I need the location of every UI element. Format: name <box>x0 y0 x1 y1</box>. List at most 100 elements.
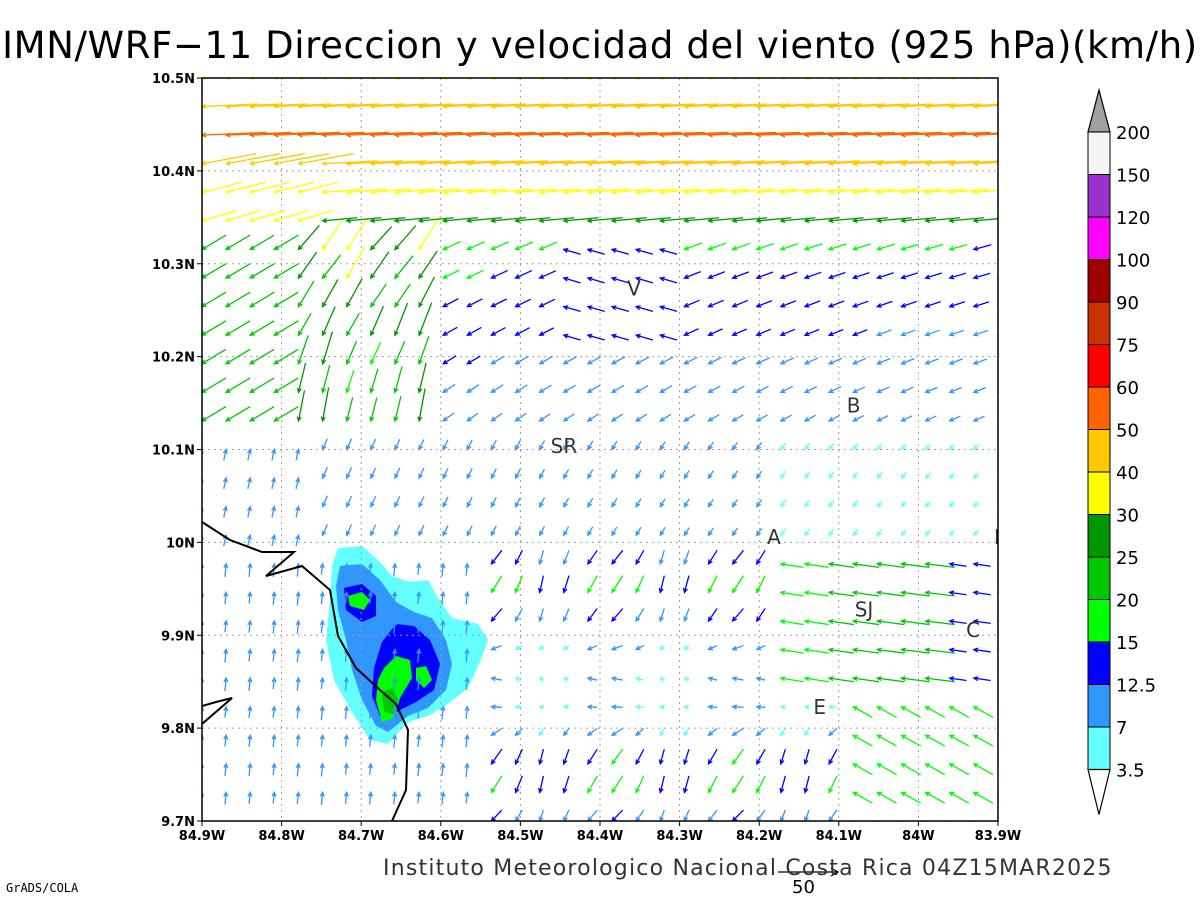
wind-arrow <box>634 676 644 682</box>
wind-arrow <box>321 306 336 337</box>
wind-arrow <box>440 790 446 805</box>
wind-arrow <box>900 471 907 480</box>
wind-arrow <box>996 763 998 765</box>
wind-arrow <box>319 648 325 662</box>
wind-arrow <box>514 355 529 365</box>
wind-arrow <box>271 448 277 461</box>
wind-arrow <box>370 495 377 509</box>
legend-label: 40 <box>1116 463 1139 484</box>
wind-arrow <box>707 188 750 195</box>
wind-arrow <box>827 78 841 81</box>
place-label: C <box>966 618 980 642</box>
wind-arrow <box>272 181 315 194</box>
wind-arrow <box>345 188 388 195</box>
wind-arrow <box>248 209 285 223</box>
wind-arrow <box>996 563 998 565</box>
wind-arrow <box>224 348 251 365</box>
wind-arrow <box>851 590 880 597</box>
wind-arrow <box>610 356 626 365</box>
wind-arrow <box>658 775 665 794</box>
wind-arrow <box>803 676 829 683</box>
wind-arrow <box>418 215 441 251</box>
wind-arrow <box>659 728 665 737</box>
legend-swatch <box>1087 131 1111 175</box>
wind-arrow <box>538 327 555 336</box>
wind-arrow <box>827 271 846 280</box>
wind-arrow <box>514 440 521 451</box>
wind-arrow <box>851 188 894 195</box>
wind-arrow <box>755 676 766 682</box>
wind-arrow <box>948 217 985 224</box>
wind-arrow <box>996 191 998 194</box>
wind-arrow <box>634 160 693 167</box>
wind-arrow <box>707 271 726 280</box>
wind-arrow <box>271 762 277 776</box>
wind-arrow <box>222 448 228 461</box>
wind-arrow <box>900 329 916 337</box>
wind-arrow <box>611 608 624 623</box>
wind-arrow <box>779 328 796 337</box>
wind-arrow <box>440 676 446 692</box>
wind-arrow <box>779 78 793 81</box>
wind-arrow <box>635 526 642 537</box>
wind-arrow <box>875 647 905 654</box>
wind-arrow <box>948 415 961 422</box>
wind-arrow <box>683 356 698 365</box>
wind-arrow <box>924 415 937 422</box>
wind-arrow <box>202 733 205 742</box>
wind-arrow <box>803 704 810 710</box>
wind-arrow <box>586 704 598 710</box>
wind-arrow <box>804 442 811 451</box>
wind-arrow <box>731 809 744 821</box>
wind-arrow <box>996 591 998 594</box>
wind-arrow <box>707 103 767 109</box>
wind-arrow <box>345 524 353 537</box>
wind-arrow <box>587 526 594 537</box>
wind-arrow <box>996 248 998 251</box>
wind-arrow <box>755 414 768 422</box>
wind-arrow <box>248 181 291 194</box>
wind-arrow <box>321 78 334 81</box>
wind-arrow <box>321 495 329 509</box>
wind-arrow <box>852 442 859 451</box>
wind-arrow <box>538 728 544 737</box>
wind-arrow <box>731 727 744 737</box>
wind-arrow <box>367 762 373 775</box>
wind-arrow <box>416 790 422 804</box>
wind-arrow <box>804 471 811 480</box>
wind-arrow <box>464 762 470 778</box>
wind-arrow <box>683 385 697 394</box>
wind-arrow <box>658 78 672 81</box>
x-tick-label: 84.8W <box>258 829 304 844</box>
wind-arrow <box>682 217 720 224</box>
wind-arrow <box>972 705 994 719</box>
wind-arrow <box>851 329 868 337</box>
wind-arrow <box>514 575 523 594</box>
wind-arrow <box>972 415 985 422</box>
wind-arrow <box>321 365 331 394</box>
wind-arrow <box>271 619 277 634</box>
wind-arrow <box>538 160 597 167</box>
wind-arrow <box>562 413 575 422</box>
wind-arrow <box>273 405 299 422</box>
wind-arrow <box>779 188 822 195</box>
wind-arrow <box>562 727 570 737</box>
wind-arrow <box>731 328 747 337</box>
wind-arrow <box>779 775 786 794</box>
wind-arrow <box>924 131 991 138</box>
wind-arrow <box>514 608 523 623</box>
wind-arrow <box>683 608 690 623</box>
wind-arrow <box>562 575 570 594</box>
wind-arrow <box>634 78 648 81</box>
wind-arrow <box>803 561 829 569</box>
wind-arrow <box>394 496 401 509</box>
place-label: I <box>994 525 1000 549</box>
wind-arrow <box>563 440 570 451</box>
wind-arrow <box>418 496 425 509</box>
wind-arrow <box>996 277 998 279</box>
legend-swatch <box>1087 641 1111 685</box>
wind-arrow <box>996 220 998 222</box>
wind-arrow <box>851 734 873 747</box>
wind-arrow <box>756 809 766 821</box>
wind-arrow <box>827 357 843 365</box>
